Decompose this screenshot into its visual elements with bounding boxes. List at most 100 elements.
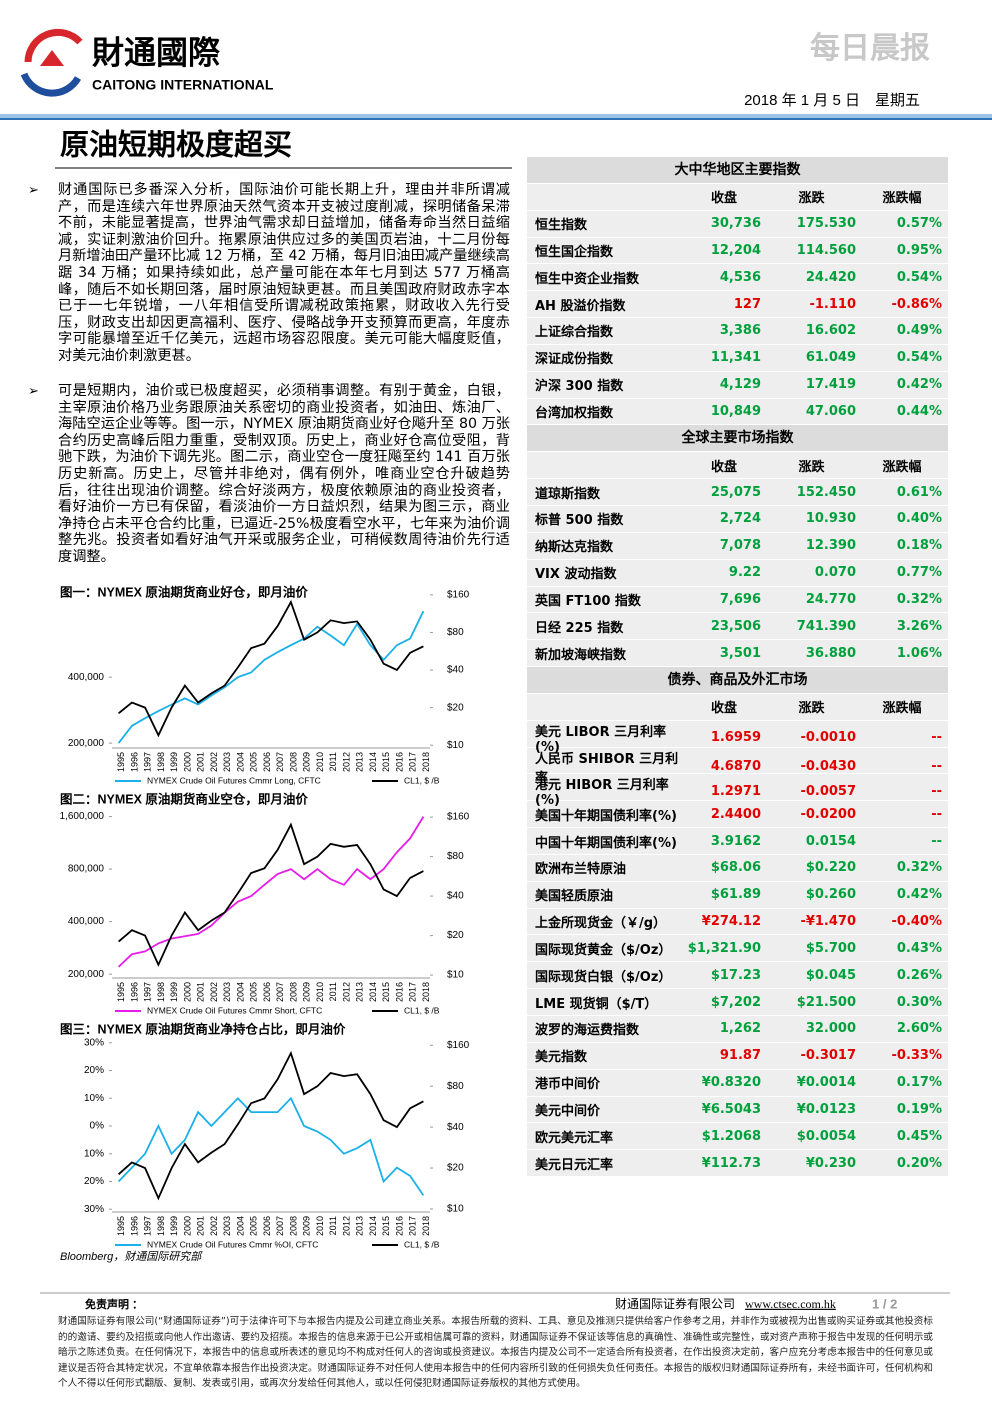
x-tick-label: 2010 bbox=[315, 752, 325, 772]
cell-value: $68.06 bbox=[710, 860, 761, 876]
column-header: 涨跌 bbox=[798, 459, 825, 475]
table-row: 沪深 300 指数 4,129 17.419 0.42% bbox=[527, 372, 948, 399]
row-label: 恒生指数 bbox=[535, 218, 588, 234]
report-date: 2018 年 1 月 5 日 星期五 bbox=[744, 92, 920, 109]
bullet: ➢ bbox=[28, 183, 39, 198]
cell-value: 0.45% bbox=[896, 1128, 942, 1144]
x-tick-label: 2018 bbox=[421, 982, 431, 1002]
cell-value: -0.86% bbox=[891, 296, 943, 312]
bullet: ➢ bbox=[28, 384, 39, 399]
y2-tick-label: $160 bbox=[447, 812, 470, 823]
cell-value: 0.57% bbox=[896, 216, 942, 232]
x-tick-label: 2012 bbox=[341, 982, 351, 1002]
table-section-title: 全球主要市场指数 bbox=[527, 425, 948, 453]
x-tick-label: 1995 bbox=[116, 752, 126, 772]
y-tick-label: 400,000 bbox=[68, 672, 105, 683]
cell-value: $0.220 bbox=[805, 860, 856, 876]
cell-value: 2.60% bbox=[896, 1021, 942, 1037]
cell-value: 2.4400 bbox=[710, 806, 761, 822]
cell-value: 0.070 bbox=[814, 565, 856, 581]
legend-label: CL1, $ /B bbox=[404, 775, 440, 785]
row-label: 道琼斯指数 bbox=[535, 486, 601, 502]
x-tick-label: 2013 bbox=[355, 1216, 365, 1236]
logo-en: CAITONG INTERNATIONAL bbox=[92, 77, 274, 93]
x-tick-label: 2007 bbox=[275, 1216, 285, 1236]
cell-value: $0.045 bbox=[805, 967, 856, 983]
cell-value: 91.87 bbox=[719, 1048, 761, 1064]
cell-value: 10,849 bbox=[710, 404, 761, 420]
cell-value: 7,696 bbox=[719, 591, 761, 607]
x-tick-label: 1996 bbox=[129, 1216, 139, 1236]
cell-value: ¥0.230 bbox=[805, 1155, 856, 1171]
header-rule bbox=[0, 118, 992, 120]
x-tick-label: 2018 bbox=[421, 1216, 431, 1236]
x-tick-label: 2007 bbox=[275, 752, 285, 772]
x-tick-label: 2005 bbox=[249, 982, 259, 1002]
cell-value: -- bbox=[931, 783, 942, 799]
x-tick-label: 1998 bbox=[156, 1216, 166, 1236]
row-label: 纳斯达克指数 bbox=[535, 540, 614, 556]
cell-value: 0.54% bbox=[896, 350, 942, 366]
row-label: LME 现货铜（$/T） bbox=[535, 996, 658, 1012]
report-type: 每日晨报 bbox=[810, 31, 930, 65]
cell-value: -- bbox=[931, 833, 942, 849]
cell-value: 1,262 bbox=[719, 1021, 761, 1037]
y-tick-label: 10% bbox=[84, 1148, 104, 1159]
cell-value: 4,129 bbox=[719, 377, 761, 393]
cell-value: 0.20% bbox=[896, 1155, 942, 1171]
y-tick-label: 200,000 bbox=[68, 969, 105, 980]
cell-value: 47.060 bbox=[805, 404, 856, 420]
table-row: 欧元美元汇率 $1.2068 $0.0054 0.45% bbox=[527, 1123, 948, 1151]
cell-value: 4,536 bbox=[719, 269, 761, 285]
cell-value: 1.6959 bbox=[710, 730, 761, 746]
x-tick-label: 2001 bbox=[196, 752, 206, 772]
x-tick-label: 2000 bbox=[182, 1216, 192, 1236]
x-tick-label: 1998 bbox=[156, 752, 166, 772]
cell-value: 0.54% bbox=[896, 269, 942, 285]
x-tick-label: 2014 bbox=[368, 752, 378, 772]
table-row: 波罗的海运费指数 1,262 32.000 2.60% bbox=[527, 1016, 948, 1043]
table-row: 恒生中资企业指数 4,536 24.420 0.54% bbox=[527, 264, 948, 292]
row-label: 恒生中资企业指数 bbox=[535, 271, 640, 287]
cell-value: 10.930 bbox=[805, 511, 856, 527]
cell-value: 11,341 bbox=[710, 350, 761, 366]
cell-value: 1.2971 bbox=[710, 783, 761, 799]
table-section-title: 大中华地区主要指数 bbox=[527, 157, 948, 184]
x-tick-label: 1999 bbox=[169, 1216, 179, 1236]
cell-value: 16.602 bbox=[805, 323, 856, 339]
table-row: 道琼斯指数 25,075 152.450 0.61% bbox=[527, 479, 948, 506]
x-tick-label: 2014 bbox=[368, 982, 378, 1002]
x-tick-label: 2002 bbox=[209, 1216, 219, 1236]
cell-value: 0.40% bbox=[896, 511, 942, 527]
x-tick-label: 2006 bbox=[262, 1216, 272, 1236]
row-label: 美国十年期国债利率(%) bbox=[535, 808, 677, 824]
x-tick-label: 2016 bbox=[394, 1216, 404, 1236]
x-tick-label: 2004 bbox=[235, 1216, 245, 1236]
table-row: 欧洲布兰特原油 $68.06 $0.220 0.32% bbox=[527, 855, 948, 882]
footer-website[interactable]: www.ctsec.com.hk bbox=[745, 1297, 836, 1311]
row-label: 港元 HIBOR 三月利率(%) bbox=[535, 778, 669, 809]
logo-cn: 財通國際 bbox=[92, 34, 220, 72]
cell-value: 3.9162 bbox=[710, 833, 761, 849]
row-label: 美元指数 bbox=[535, 1050, 588, 1066]
table-row: 美国十年期国债利率(%) 2.4400 -0.0200 -- bbox=[527, 801, 948, 829]
table-row: 美元 LIBOR 三月利率(%) 1.6959 -0.0010 -- bbox=[527, 721, 948, 755]
x-tick-label: 1997 bbox=[143, 982, 153, 1002]
disclaimer-text: 财通国际证券有限公司(“财通国际证券”)可于法律许可下与本报告内提及公司建立商业… bbox=[58, 1316, 933, 1389]
cell-value: 32.000 bbox=[805, 1021, 856, 1037]
table-row: 上证综合指数 3,386 16.602 0.49% bbox=[527, 318, 948, 345]
table-row: 恒生国企指数 12,204 114.560 0.95% bbox=[527, 238, 948, 265]
table-row: 中国十年期国债利率(%) 3.9162 0.0154 -- bbox=[527, 828, 948, 855]
x-tick-label: 1996 bbox=[129, 752, 139, 772]
table-header-row: 收盘 涨跌 涨跌幅 bbox=[527, 694, 948, 721]
cell-value: 7,078 bbox=[719, 538, 761, 554]
table-row: 英国 FT100 指数 7,696 24.770 0.32% bbox=[527, 587, 948, 614]
y2-tick-label: $20 bbox=[447, 702, 464, 713]
logo-mark bbox=[20, 28, 83, 97]
cell-value: $1,321.90 bbox=[687, 940, 761, 956]
table-row: 新加坡海峡指数 3,501 36.880 1.06% bbox=[527, 640, 948, 668]
row-label: 美元日元汇率 bbox=[535, 1157, 614, 1173]
cell-value: -0.40% bbox=[891, 914, 943, 930]
cell-value: 17.419 bbox=[805, 377, 856, 393]
